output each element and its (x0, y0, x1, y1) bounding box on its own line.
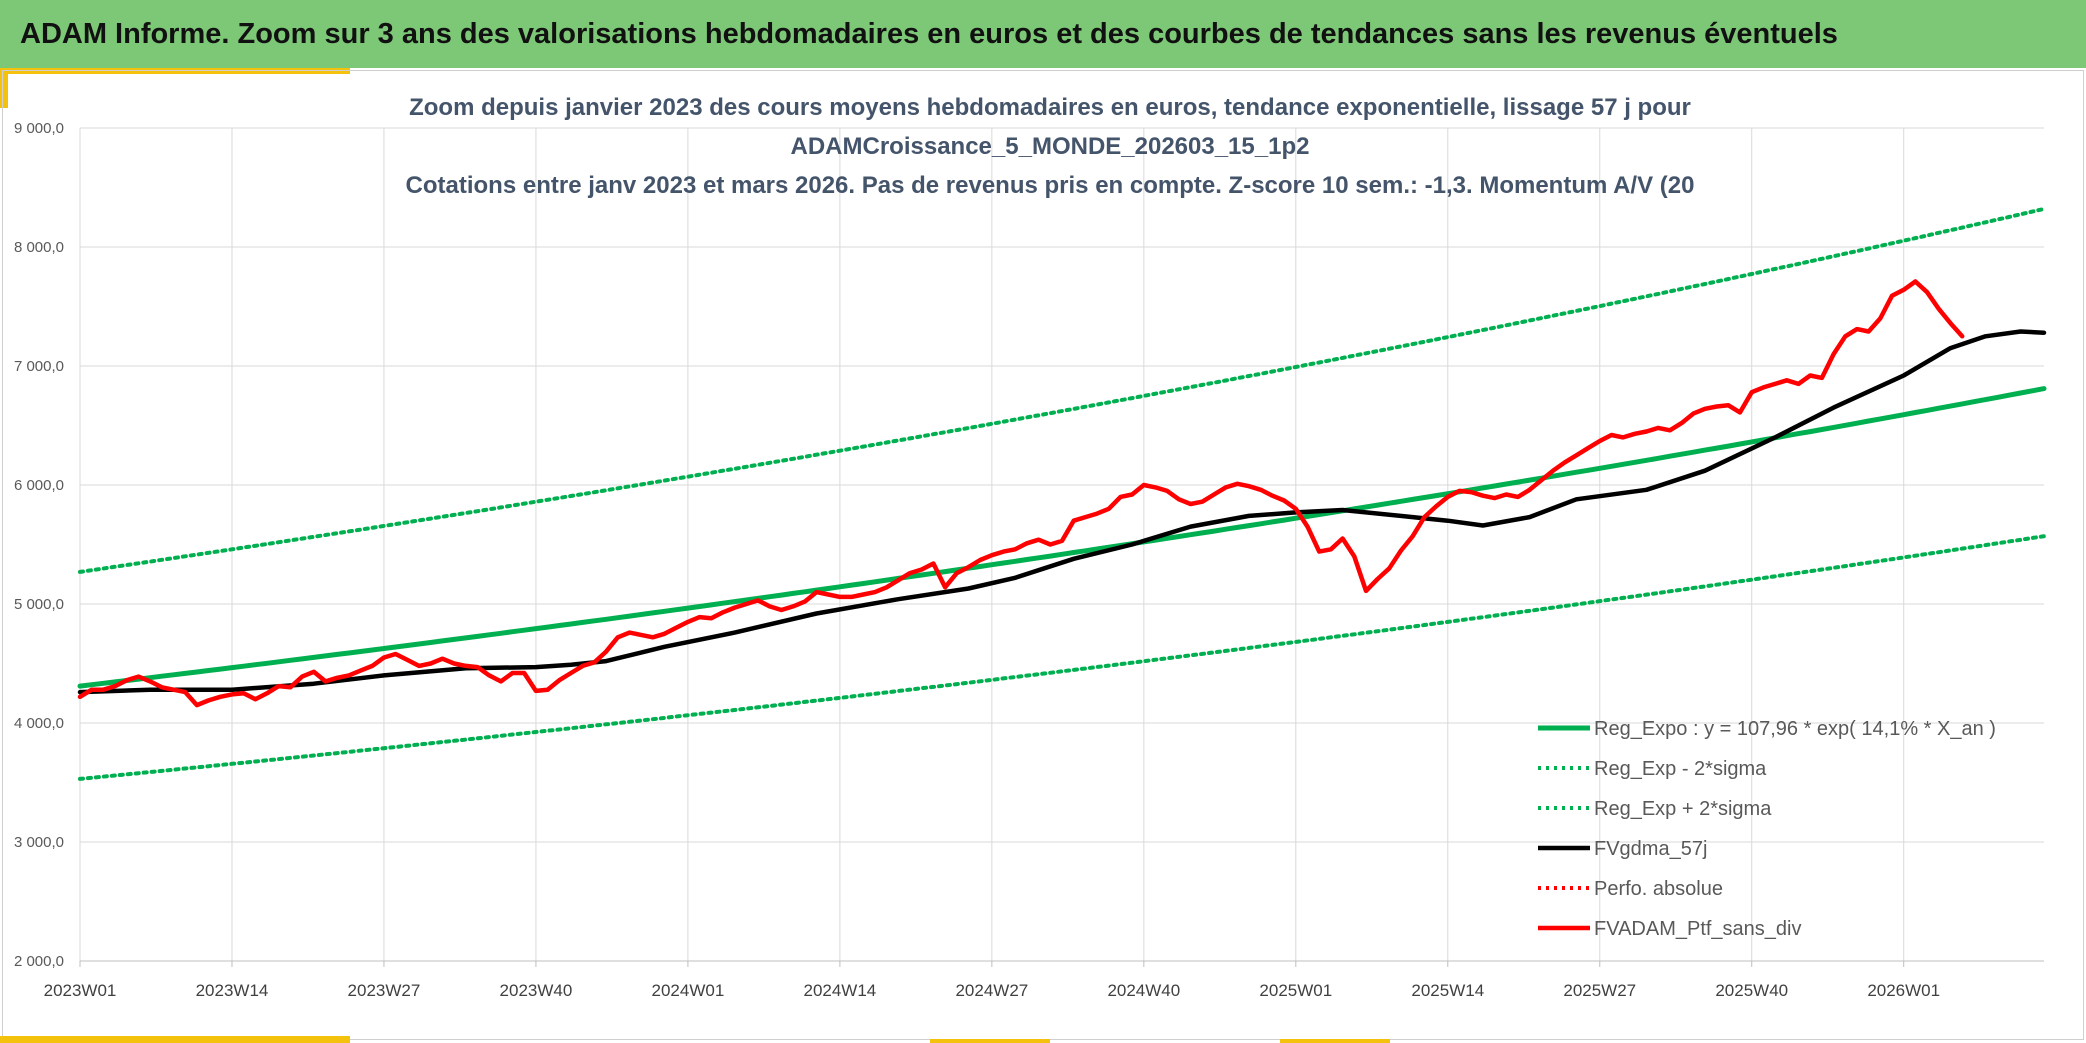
y-tick-label: 6 000,0 (14, 477, 64, 494)
y-tick-label: 7 000,0 (14, 358, 64, 375)
banner-title: ADAM Informe. Zoom sur 3 ans des valoris… (20, 17, 1838, 50)
x-tick-label: 2023W40 (500, 981, 573, 1000)
legend-label-3: FVgdma_57j (1594, 838, 1707, 860)
x-tick-label: 2024W01 (652, 981, 725, 1000)
accent-bar-bottom-3 (1280, 1039, 1390, 1043)
y-tick-label: 9 000,0 (14, 120, 64, 137)
series-line-3 (77, 329, 2047, 695)
series-line-2 (78, 206, 2046, 574)
x-tick-label: 2024W14 (803, 981, 876, 1000)
x-tick-label: 2025W40 (1715, 981, 1788, 1000)
y-tick-label: 2 000,0 (14, 953, 64, 970)
legend-label-1: Reg_Exp - 2*sigma (1594, 758, 1767, 780)
accent-bar-top (0, 68, 350, 74)
header-banner: ADAM Informe. Zoom sur 3 ans des valoris… (0, 0, 2086, 68)
x-tick-label: 2023W01 (44, 981, 117, 1000)
x-tick-label: 2023W27 (348, 981, 421, 1000)
chart-title-line-3: Cotations entre janv 2023 et mars 2026. … (406, 172, 1695, 199)
x-tick-label: 2023W14 (196, 981, 269, 1000)
y-tick-label: 8 000,0 (14, 239, 64, 256)
x-tick-label: 2025W01 (1259, 981, 1332, 1000)
y-tick-label: 4 000,0 (14, 715, 64, 732)
y-axis-ticks: 2 000,0 3 000,0 4 000,0 5 000,0 6 000,0 7 000… (14, 120, 64, 970)
accent-bar-bottom (0, 1036, 350, 1043)
legend-label-2: Reg_Exp + 2*sigma (1594, 798, 1772, 820)
x-axis-ticks: 2023W01 2023W14 2023W27 2023W40 2024W01 2024W… (44, 981, 1940, 1000)
x-tick-label: 2025W27 (1563, 981, 1636, 1000)
legend-label-4: Perfo. absolue (1594, 878, 1723, 900)
series-line-0 (77, 386, 2047, 689)
y-tick-label: 3 000,0 (14, 834, 64, 851)
grid (79, 127, 2044, 967)
series-group (77, 206, 2047, 781)
accent-bar-left (0, 68, 8, 108)
chart-title-line-2: ADAMCroissance_5_MONDE_202603_15_1p2 (791, 133, 1310, 160)
series-line-1 (78, 534, 2046, 781)
series-line-4 (77, 279, 1965, 708)
x-tick-label: 2024W27 (955, 981, 1028, 1000)
legend-label-5: FVADAM_Ptf_sans_div (1594, 918, 1802, 940)
y-tick-label: 5 000,0 (14, 596, 64, 613)
x-tick-label: 2025W14 (1411, 981, 1484, 1000)
x-tick-label: 2024W40 (1107, 981, 1180, 1000)
chart-title-line-1: Zoom depuis janvier 2023 des cours moyen… (409, 94, 1691, 121)
legend: Reg_Expo : y = 107,96 * exp( 14,1% * X_a… (1538, 718, 1996, 940)
accent-bar-bottom-2 (930, 1039, 1050, 1043)
legend-label-0: Reg_Expo : y = 107,96 * exp( 14,1% * X_a… (1594, 718, 1996, 740)
x-tick-label: 2026W01 (1867, 981, 1940, 1000)
